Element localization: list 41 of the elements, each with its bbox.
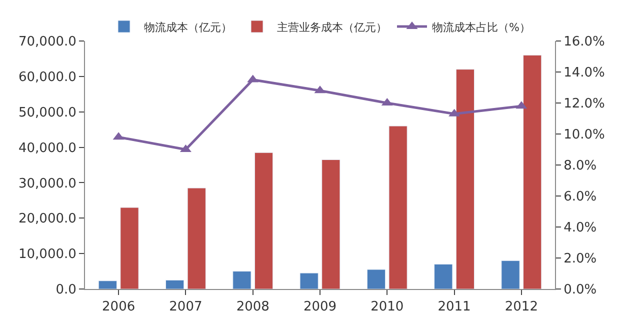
bar [254,152,274,289]
bar [120,207,139,289]
x-tick-label: 2009 [303,300,337,315]
y2-tick-label: 16.0% [564,34,605,50]
legend-label: 物流成本占比（%） [432,20,530,34]
y-tick-label: 10,000.0 [18,247,76,262]
legend-label: 主营业务成本（亿元） [277,20,387,34]
y-tick-label: 30,000.0 [18,176,76,192]
bar [300,272,318,289]
bar [366,269,386,289]
y2-tick-label: 2.0% [564,252,597,267]
bar [456,69,475,289]
y-tick-label: 60,000.0 [18,70,76,85]
bar [187,188,206,289]
bar [165,280,184,289]
y2-tick-label: 10.0% [564,128,605,143]
x-tick-label: 2010 [370,300,404,315]
bar [434,264,453,289]
y-tick-label: 50,000.0 [18,105,76,120]
x-tick-label: 2006 [102,300,136,315]
y2-tick-label: 4.0% [564,220,597,236]
y2-tick-label: 0.0% [564,282,597,298]
y-tick-label: 0.0 [56,282,76,298]
y-tick-label: 40,000.0 [18,140,76,156]
y2-tick-label: 14.0% [564,66,605,81]
bar [322,159,340,289]
y2-tick-label: 12.0% [564,96,605,112]
bar [98,280,117,289]
x-tick-label: 2011 [438,300,471,315]
bar [232,271,252,289]
x-tick-label: 2008 [236,300,270,315]
y-tick-label: 20,000.0 [18,212,76,227]
legend-label: 物流成本（亿元） [144,20,232,34]
y-tick-label: 70,000.0 [18,34,76,50]
y2-tick-label: 8.0% [564,158,597,174]
bar [523,54,542,289]
x-tick-label: 2012 [504,300,538,315]
x-tick-label: 2007 [169,300,202,315]
bar [388,126,408,289]
bar [501,260,520,289]
y2-tick-label: 6.0% [564,190,597,205]
